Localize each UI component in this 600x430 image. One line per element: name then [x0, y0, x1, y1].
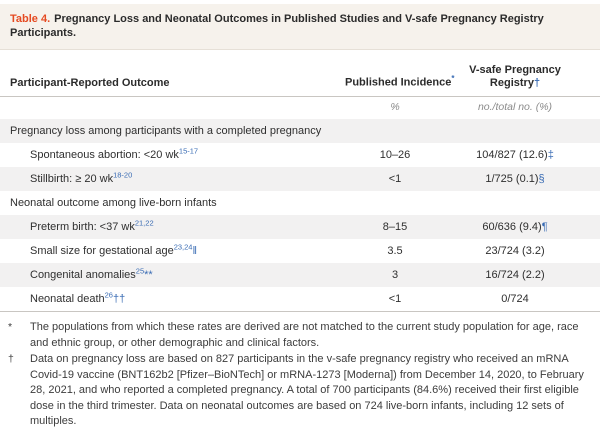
table-column-headers: Participant-Reported Outcome Published I…: [0, 50, 600, 97]
outcome-cell: Neonatal death26††: [30, 290, 126, 305]
footnotes-section: * The populations from which these rates …: [0, 312, 600, 430]
asterisk-footnote-marker: *: [451, 74, 455, 84]
footnote-text: The populations from which these rates a…: [30, 321, 579, 349]
outcome-cell: Small size for gestational age23,24‖: [30, 242, 198, 257]
published-incidence-cell: 10–26: [379, 149, 411, 161]
vsafe-registry-cell: 1/725 (0.1)§: [485, 173, 545, 185]
column-header-vsafe: V-safe Pregnancy Registry†: [445, 64, 585, 90]
table-row: Stillbirth: ≥ 20 wk18-20 <1 1/725 (0.1)§: [0, 167, 600, 191]
published-incidence-cell: 3: [391, 269, 399, 281]
dagger-footnote-marker: †: [533, 77, 541, 89]
table-title-text: Pregnancy Loss and Neonatal Outcomes in …: [10, 13, 544, 39]
vsafe-registry-cell: 104/827 (12.6)‡: [476, 149, 554, 161]
units-spacer: [10, 101, 345, 114]
footnote-symbol: ‖: [192, 245, 198, 257]
vsafe-registry-cell: 23/724 (3.2): [485, 245, 545, 257]
outcome-cell: Preterm birth: <37 wk21,22: [30, 218, 154, 233]
column-header-outcome: Participant-Reported Outcome: [10, 77, 170, 89]
table-body: Pregnancy loss among participants with a…: [0, 119, 600, 312]
published-incidence-cell: 8–15: [382, 221, 408, 233]
vsafe-registry-cell: 16/724 (2.2): [485, 269, 545, 281]
category-row: Pregnancy loss among participants with a…: [0, 119, 600, 143]
table-number: Table 4.: [10, 13, 51, 25]
vsafe-units: no./total no. (%): [477, 101, 553, 113]
outcome-cell: Neonatal outcome among live-born infants: [10, 197, 217, 209]
reference-link[interactable]: 25: [135, 266, 145, 276]
table-row: Congenital anomalies25** 3 16/724 (2.2): [0, 263, 600, 287]
table-row: Neonatal death26†† <1 0/724: [0, 287, 600, 311]
reference-link[interactable]: 23,24: [173, 242, 193, 252]
published-incidence-cell: <1: [388, 173, 402, 185]
column-header-published-label: Published Incidence: [345, 77, 452, 89]
vsafe-registry-cell: 0/724: [501, 293, 529, 305]
footnote-symbol: ¶: [541, 221, 548, 233]
footnote: * The populations from which these rates …: [8, 320, 592, 351]
reference-link[interactable]: 15-17: [178, 146, 199, 156]
footnote: † Data on pregnancy loss are based on 827…: [8, 352, 592, 430]
outcome-cell: Congenital anomalies25**: [30, 266, 153, 281]
reference-link[interactable]: 18-20: [113, 170, 133, 180]
column-header-published: Published Incidence*: [345, 72, 454, 90]
column-header-vsafe-label: V-safe Pregnancy Registry: [469, 64, 561, 89]
footnote-marker: †: [8, 353, 14, 365]
table-units-row: % no./total no. (%): [0, 97, 600, 119]
category-row: Neonatal outcome among live-born infants: [0, 191, 600, 215]
outcome-cell: Stillbirth: ≥ 20 wk18-20: [30, 170, 133, 185]
footnote-marker: *: [8, 321, 13, 333]
table-row: Preterm birth: <37 wk21,22 8–15 60/636 (9.…: [0, 215, 600, 239]
reference-link[interactable]: 21,22: [134, 218, 154, 228]
footnote-symbol: **: [144, 269, 153, 281]
published-units: %: [390, 101, 400, 113]
outcome-cell: Spontaneous abortion: <20 wk15-17: [30, 146, 199, 161]
footnote-text: Data on pregnancy loss are based on 827 …: [30, 353, 584, 427]
footnote-symbol: ‡: [547, 149, 554, 161]
outcome-cell: Pregnancy loss among participants with a…: [10, 125, 322, 137]
reference-link[interactable]: 26: [104, 290, 113, 300]
table-title-bar: Table 4. Pregnancy Loss and Neonatal Outc…: [0, 4, 600, 50]
published-incidence-cell: 3.5: [387, 245, 403, 257]
published-incidence-cell: <1: [388, 293, 402, 305]
footnote-symbol: §: [538, 173, 545, 185]
table-row: Small size for gestational age23,24‖ 3.5 2…: [0, 239, 600, 263]
vsafe-registry-cell: 60/636 (9.4)¶: [482, 221, 548, 233]
table-row: Spontaneous abortion: <20 wk15-17 10–26 10…: [0, 143, 600, 167]
footnote-symbol: ††: [112, 293, 126, 305]
